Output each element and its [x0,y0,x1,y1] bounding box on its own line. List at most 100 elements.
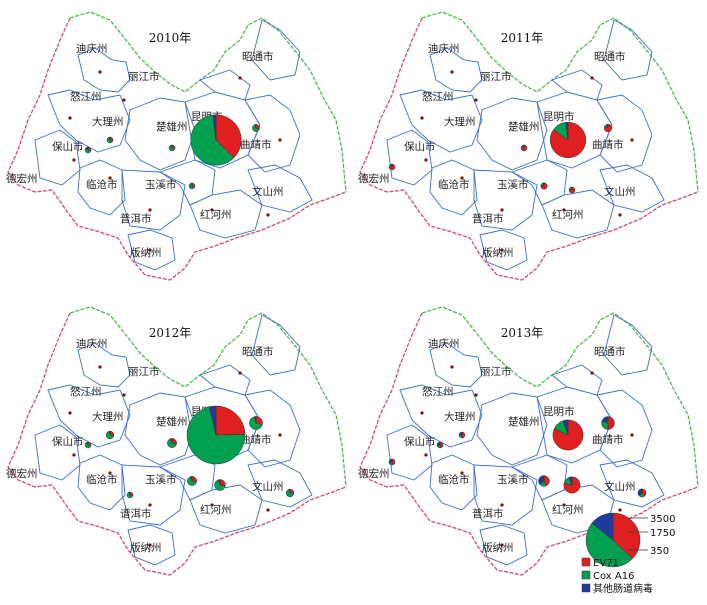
prefecture-boundary [476,97,548,171]
case-dot [590,76,594,80]
city-label: 楚雄州 [508,415,540,428]
legend-label: Cox A16 [593,571,634,582]
city-label: 普洱市 [472,212,504,225]
prefecture-boundary [429,342,483,388]
case-dot [618,508,622,512]
pie-other-slice [190,476,193,482]
city-label: 大理州 [92,115,124,128]
case-dot [148,248,152,252]
pie-other-slice [637,488,643,497]
city-label: 玉溪市 [497,473,529,486]
pie-other-slice [209,405,217,436]
case-dot [474,98,478,102]
city-label: 怒江州 [422,385,454,398]
case-dot [98,70,102,74]
city-label: 红河州 [552,503,584,516]
pie-other-slice [458,431,463,436]
prefecture-boundary [603,19,653,81]
scale-label: 3500 [650,514,675,525]
prefecture-boundary [77,47,131,93]
pie-other-slice [570,186,573,191]
prefecture-boundary [124,97,196,171]
case-dot [148,208,152,212]
case-dot [68,411,72,415]
city-label: 临沧市 [86,178,118,191]
city-label: 文山州 [252,185,284,198]
city-label: 普洱市 [120,212,152,225]
prefecture-boundary [473,169,538,231]
case-dot [148,543,152,547]
city-label: 昆明市 [543,110,575,123]
pie-coxa16-slice [458,434,463,439]
legend-label: 其他肠道病毒 [593,582,653,595]
border-northeast [421,306,699,488]
pie-玉溪市 [540,182,548,190]
city-label: 红河州 [552,208,584,221]
pie-ev71-slice [607,416,615,430]
border-northeast [69,306,347,488]
prefecture-boundary [596,389,653,468]
pie-保山市 [436,441,444,449]
case-dot [72,453,76,457]
year-title: 2013年 [501,326,544,340]
prefecture-boundary [399,89,483,153]
pie-曲靖市 [252,124,260,132]
pie-other-slice [607,123,609,129]
case-dot [210,208,214,212]
pie-文山州 [637,488,647,498]
pie-other-slice [565,121,569,141]
year-title: 2011年 [501,31,544,45]
city-label: 文山州 [604,185,636,198]
pie-曲靖市 [601,416,615,430]
pie-文山州 [285,488,295,498]
pie-楚雄州 [168,144,176,152]
legend-sample-ev71-slice [612,512,641,560]
pie-普洱市 [126,491,134,499]
pie-other-slice [86,441,89,446]
pie-other-slice [390,163,393,168]
city-label: 大理州 [444,115,476,128]
case-dot [562,503,566,507]
case-dot [424,453,428,457]
city-label: 怒江州 [70,385,102,398]
border-northeast [69,11,347,193]
case-dot [450,70,454,74]
prefecture-boundary [473,464,538,526]
prefecture-boundary [599,459,665,508]
case-dot [630,433,634,437]
city-label: 版纳州 [482,541,514,554]
prefecture-boundary [386,129,433,186]
city-label: 版纳州 [130,246,162,259]
city-label: 临沧市 [438,178,470,191]
city-label: 丽江市 [128,365,160,378]
prefecture-boundary [551,69,603,101]
case-dot [474,393,478,397]
pie-曲靖市 [603,123,613,133]
case-dot [500,543,504,547]
pie-other-slice [190,182,193,187]
pie-德宏州 [388,163,396,171]
pie-ev71-slice [552,419,584,451]
prefecture-boundary [399,384,483,448]
prefecture-boundary [479,524,528,566]
prefecture-boundary [603,314,653,376]
pie-红河州 [568,186,576,194]
prefecture-boundary [199,69,251,101]
year-title: 2010年 [149,31,192,45]
pie-other-slice [562,419,569,436]
case-dot [108,471,112,475]
city-label: 红河州 [200,503,232,516]
legend-sample-other-slice [591,512,614,541]
map-panel-1: 2010年迪庆州丽江市怒江州大理州楚雄州昆明市曲靖市昭通市保山市德宏州临沧市玉溪… [6,11,347,281]
case-dot [420,411,424,415]
pie-昆明市 [190,114,242,166]
pie-other-slice [542,182,545,187]
case-dot [210,503,214,507]
pie-楚雄州 [520,144,528,152]
city-label: 谱洱市 [120,507,152,520]
pie-昆明市 [549,121,587,159]
city-label: 临沧市 [86,473,118,486]
city-label: 保山市 [52,435,84,448]
